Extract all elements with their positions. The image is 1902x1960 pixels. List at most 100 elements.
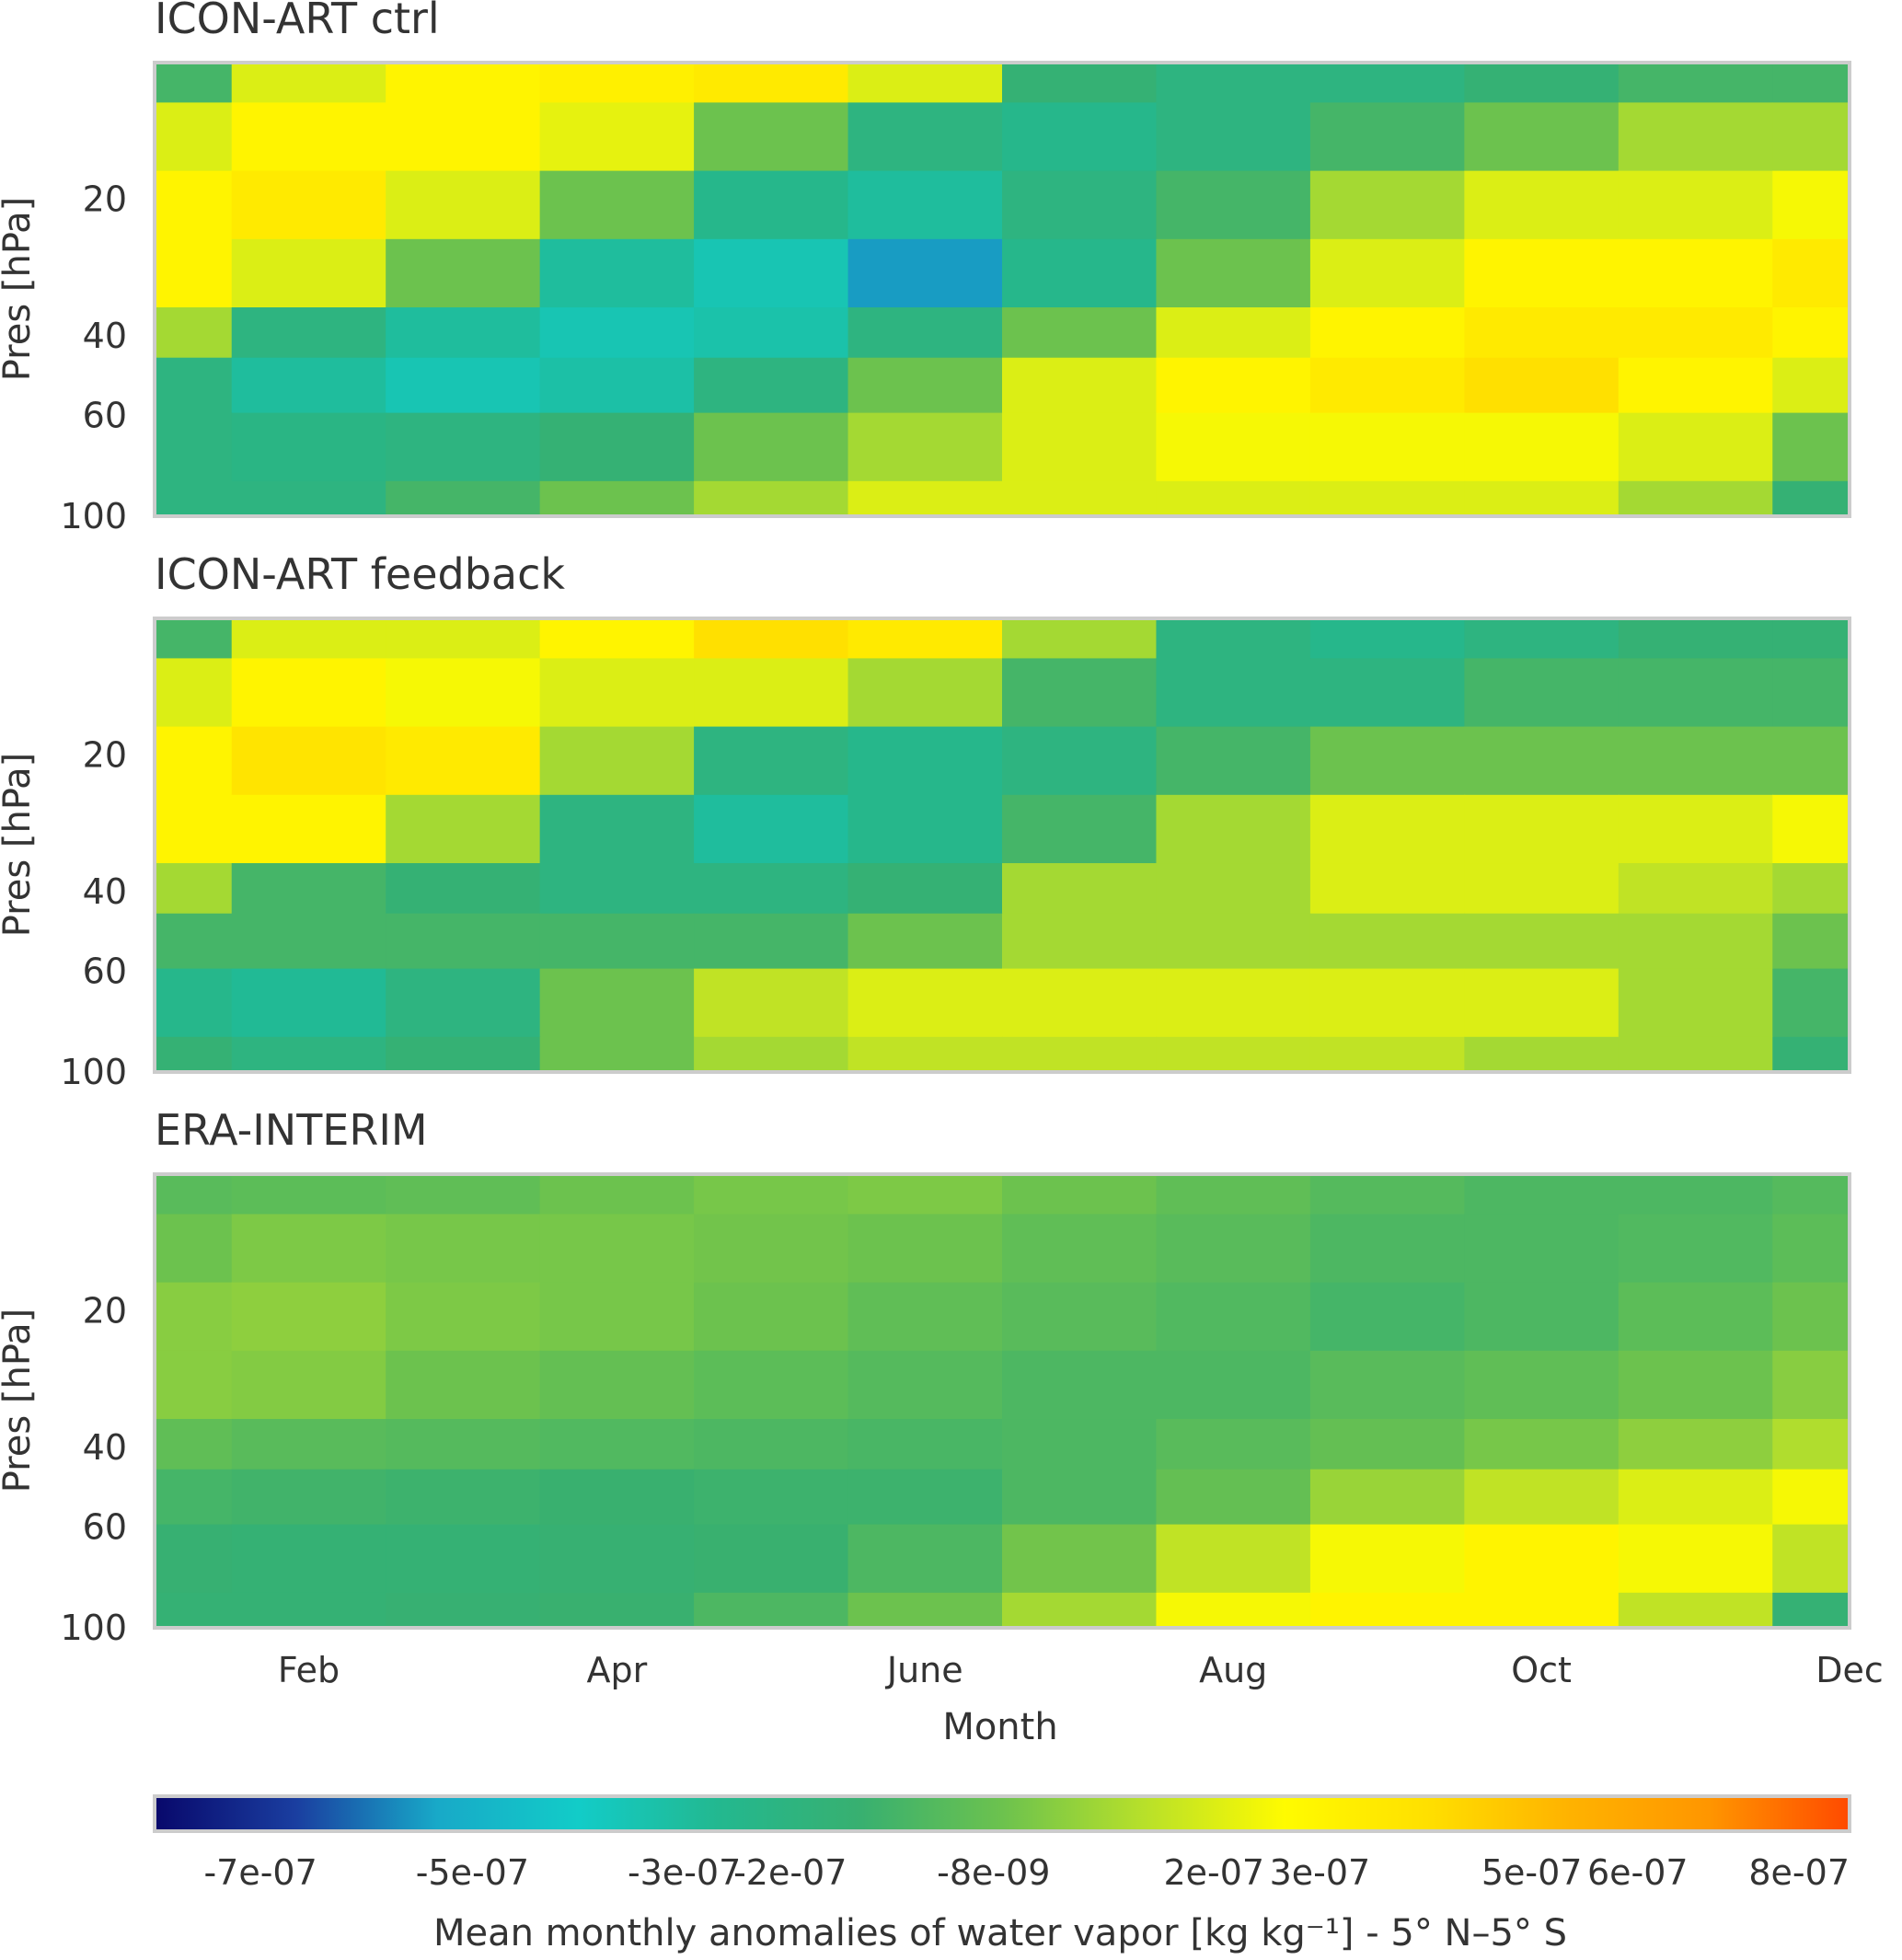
heatmap-cell xyxy=(1464,170,1620,240)
x-tick-label: June xyxy=(885,1650,963,1690)
heatmap-cell xyxy=(1464,63,1620,104)
heatmap-cell xyxy=(155,658,233,728)
heatmap-cell xyxy=(386,1592,541,1629)
heatmap-cell xyxy=(1309,863,1466,915)
heatmap-cell xyxy=(1464,658,1620,728)
heatmap-cell xyxy=(231,1524,386,1594)
heatmap-cell xyxy=(386,913,541,970)
heatmap-cell xyxy=(694,1036,849,1073)
heatmap-cell xyxy=(1309,794,1466,864)
x-axis-label: Month xyxy=(942,1706,1057,1748)
heatmap-cell xyxy=(1309,1036,1466,1073)
heatmap-cell xyxy=(539,357,695,414)
heatmap-cell xyxy=(1464,1419,1620,1470)
heatmap-cell xyxy=(539,658,695,728)
heatmap-cell xyxy=(1772,480,1850,517)
heatmap-cell xyxy=(1772,658,1850,728)
heatmap-cell xyxy=(1772,794,1850,864)
heatmap-cell xyxy=(1002,726,1158,796)
colorbar-tick-label: 5e-07 xyxy=(1481,1852,1583,1893)
panel-era-interim: ERA-INTERIM Pres [hPa] 20 40 60 100 xyxy=(0,1105,1851,1648)
heatmap-cell xyxy=(1309,63,1466,104)
heatmap-cell xyxy=(539,102,695,172)
heatmap-cell xyxy=(1772,1419,1850,1470)
heatmap-cell xyxy=(386,412,541,482)
heatmap-cell xyxy=(1618,102,1774,172)
heatmap-cell xyxy=(694,238,849,308)
heatmap-cell xyxy=(1618,1592,1774,1629)
heatmap-cells xyxy=(155,1174,1850,1629)
heatmap-cell xyxy=(155,1469,233,1526)
heatmap-cell xyxy=(694,968,849,1038)
panel-icon-art-ctrl: ICON-ART ctrl Pres [hPa] 20 40 60 100 xyxy=(0,0,1851,536)
y-tick-label: 100 xyxy=(60,1608,127,1648)
heatmap-cell xyxy=(694,794,849,864)
heatmap-cell xyxy=(1309,1350,1466,1420)
heatmap-cell xyxy=(231,1282,386,1352)
heatmap-cell xyxy=(1002,1214,1158,1284)
heatmap-cell xyxy=(1002,1419,1158,1470)
heatmap-cell xyxy=(694,658,849,728)
heatmap-cell xyxy=(1618,863,1774,915)
heatmap-cell xyxy=(847,1469,1003,1526)
heatmap-cell xyxy=(231,726,386,796)
heatmap-cell xyxy=(1002,913,1158,970)
heatmap-cell xyxy=(1156,618,1311,660)
colorbar: -7e-07 -5e-07 -3e-07-2e-07 -8e-09 2e-07 3e-07… xyxy=(153,1794,1851,1954)
heatmap-cell xyxy=(155,726,233,796)
heatmap-cell xyxy=(1464,618,1620,660)
heatmap-cell xyxy=(1618,726,1774,796)
heatmap-cell xyxy=(155,1419,233,1470)
heatmap-cell xyxy=(155,794,233,864)
heatmap-cell xyxy=(1772,968,1850,1038)
heatmap-cell xyxy=(1618,968,1774,1038)
heatmap-cell xyxy=(1156,1036,1311,1073)
heatmap-cell xyxy=(1772,238,1850,308)
heatmap-cell xyxy=(1772,357,1850,414)
heatmap-cell xyxy=(1618,1524,1774,1594)
heatmap-cell xyxy=(386,618,541,660)
heatmap-cell xyxy=(1156,170,1311,240)
heatmap-cell xyxy=(1772,1174,1850,1216)
y-tick-label: 40 xyxy=(83,871,127,912)
colorbar-tick-label: -8e-09 xyxy=(937,1852,1050,1893)
heatmap-cell xyxy=(1156,1214,1311,1284)
y-tick-label: 40 xyxy=(83,1427,127,1468)
heatmap-cell xyxy=(1156,63,1311,104)
y-tick-labels: 20 40 60 100 xyxy=(60,734,127,1092)
colorbar-bar xyxy=(153,1794,1851,1833)
heatmap-cell xyxy=(1464,307,1620,359)
heatmap-cell xyxy=(1002,1036,1158,1073)
heatmap-cell xyxy=(1618,1036,1774,1073)
heatmap-cell xyxy=(847,170,1003,240)
x-tick-label: Oct xyxy=(1511,1650,1572,1690)
heatmap-cell xyxy=(539,63,695,104)
x-tick-label: Dec xyxy=(1816,1650,1884,1690)
heatmap-cell xyxy=(1156,658,1311,728)
heatmap-cell xyxy=(1309,1174,1466,1216)
heatmap-cell xyxy=(231,63,386,104)
heatmap-cell xyxy=(694,863,849,915)
colorbar-label: Mean monthly anomalies of water vapor [k… xyxy=(433,1912,1567,1954)
heatmap-cell xyxy=(694,170,849,240)
heatmap-cell xyxy=(1309,913,1466,970)
heatmap-cell xyxy=(1618,1174,1774,1216)
heatmap-cell xyxy=(386,726,541,796)
heatmap-cell xyxy=(1618,170,1774,240)
heatmap-cell xyxy=(847,794,1003,864)
heatmap-cell xyxy=(539,863,695,915)
colorbar-tick-label: -7e-07 xyxy=(203,1852,317,1893)
heatmap-cell xyxy=(1309,1469,1466,1526)
x-tick-label: Aug xyxy=(1199,1650,1267,1690)
heatmap-cell xyxy=(1772,1036,1850,1073)
heatmap-cell xyxy=(847,412,1003,482)
heatmap-cell xyxy=(231,1214,386,1284)
heatmap-cell xyxy=(1002,1174,1158,1216)
heatmap-cell xyxy=(847,1214,1003,1284)
heatmap-cell xyxy=(1156,102,1311,172)
heatmap-cell xyxy=(1002,1592,1158,1629)
heatmap-cell xyxy=(1156,1592,1311,1629)
heatmap-cell xyxy=(155,412,233,482)
heatmap-cell xyxy=(1772,63,1850,104)
heatmap-cell xyxy=(694,1469,849,1526)
